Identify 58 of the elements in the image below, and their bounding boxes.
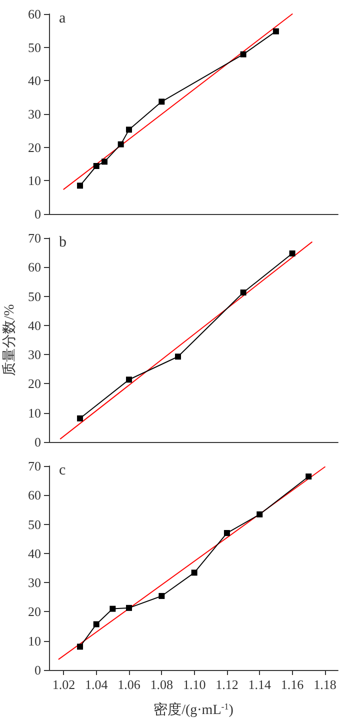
x-tick-label: 1.18 bbox=[314, 677, 336, 692]
point bbox=[110, 606, 116, 612]
point bbox=[158, 98, 165, 105]
x-tick-label: 1.10 bbox=[182, 677, 206, 692]
y-tick-label: 0 bbox=[34, 662, 41, 678]
point bbox=[224, 530, 230, 536]
point bbox=[272, 28, 279, 34]
y-tick-label: 20 bbox=[28, 140, 41, 155]
point bbox=[289, 250, 296, 256]
chart-title: a bbox=[59, 10, 66, 26]
y-tick-label: 30 bbox=[28, 106, 41, 122]
y-tick-label: 20 bbox=[28, 604, 41, 620]
x-tick-label: 1.16 bbox=[280, 677, 304, 692]
point bbox=[306, 473, 312, 480]
chart-title: b bbox=[59, 234, 66, 250]
point bbox=[158, 592, 165, 599]
x-tick-label: 1.02 bbox=[52, 677, 76, 692]
y-tick-label: 30 bbox=[28, 347, 41, 362]
point bbox=[77, 415, 84, 422]
point bbox=[102, 158, 108, 165]
point bbox=[191, 570, 198, 576]
x-tick-label: 1.08 bbox=[150, 677, 174, 692]
point bbox=[118, 141, 124, 148]
point bbox=[93, 621, 100, 628]
point bbox=[126, 126, 132, 133]
y-tick-label: 30 bbox=[28, 575, 41, 590]
point bbox=[93, 163, 100, 169]
point bbox=[240, 51, 246, 58]
y-tick-label: 50 bbox=[28, 288, 41, 304]
y-tick-label: 40 bbox=[28, 546, 41, 561]
y-tick-label: 50 bbox=[28, 40, 41, 55]
y-tick-label: 20 bbox=[28, 376, 41, 392]
y-tick-label: 60 bbox=[28, 6, 41, 22]
y-tick-label: 50 bbox=[28, 516, 41, 532]
point bbox=[126, 376, 132, 383]
y-tick-label: 40 bbox=[28, 73, 41, 88]
x-tick-label: 1.06 bbox=[118, 677, 141, 692]
y-tick-label: 0 bbox=[34, 434, 41, 450]
x-tick-label: 1.12 bbox=[216, 677, 238, 692]
y-tick-label: 10 bbox=[28, 633, 41, 648]
y-tick-label: 60 bbox=[28, 260, 41, 275]
y-axis-title: 质量分数/% bbox=[2, 304, 18, 376]
x-tick-label: 1.04 bbox=[84, 677, 108, 692]
point bbox=[126, 604, 132, 611]
point bbox=[77, 182, 84, 189]
point bbox=[77, 644, 84, 650]
chart-title: c bbox=[59, 462, 66, 478]
y-tick-label: 70 bbox=[28, 230, 41, 246]
point bbox=[240, 289, 246, 296]
y-tick-label: 70 bbox=[28, 458, 41, 474]
point bbox=[256, 511, 263, 518]
y-tick-label: 10 bbox=[28, 405, 41, 420]
y-tick-label: 10 bbox=[28, 173, 41, 188]
point bbox=[174, 354, 181, 360]
y-tick-label: 0 bbox=[34, 206, 41, 222]
y-tick-label: 40 bbox=[28, 318, 41, 333]
x-tick-label: 1.14 bbox=[248, 677, 272, 692]
y-tick-label: 60 bbox=[28, 488, 41, 503]
